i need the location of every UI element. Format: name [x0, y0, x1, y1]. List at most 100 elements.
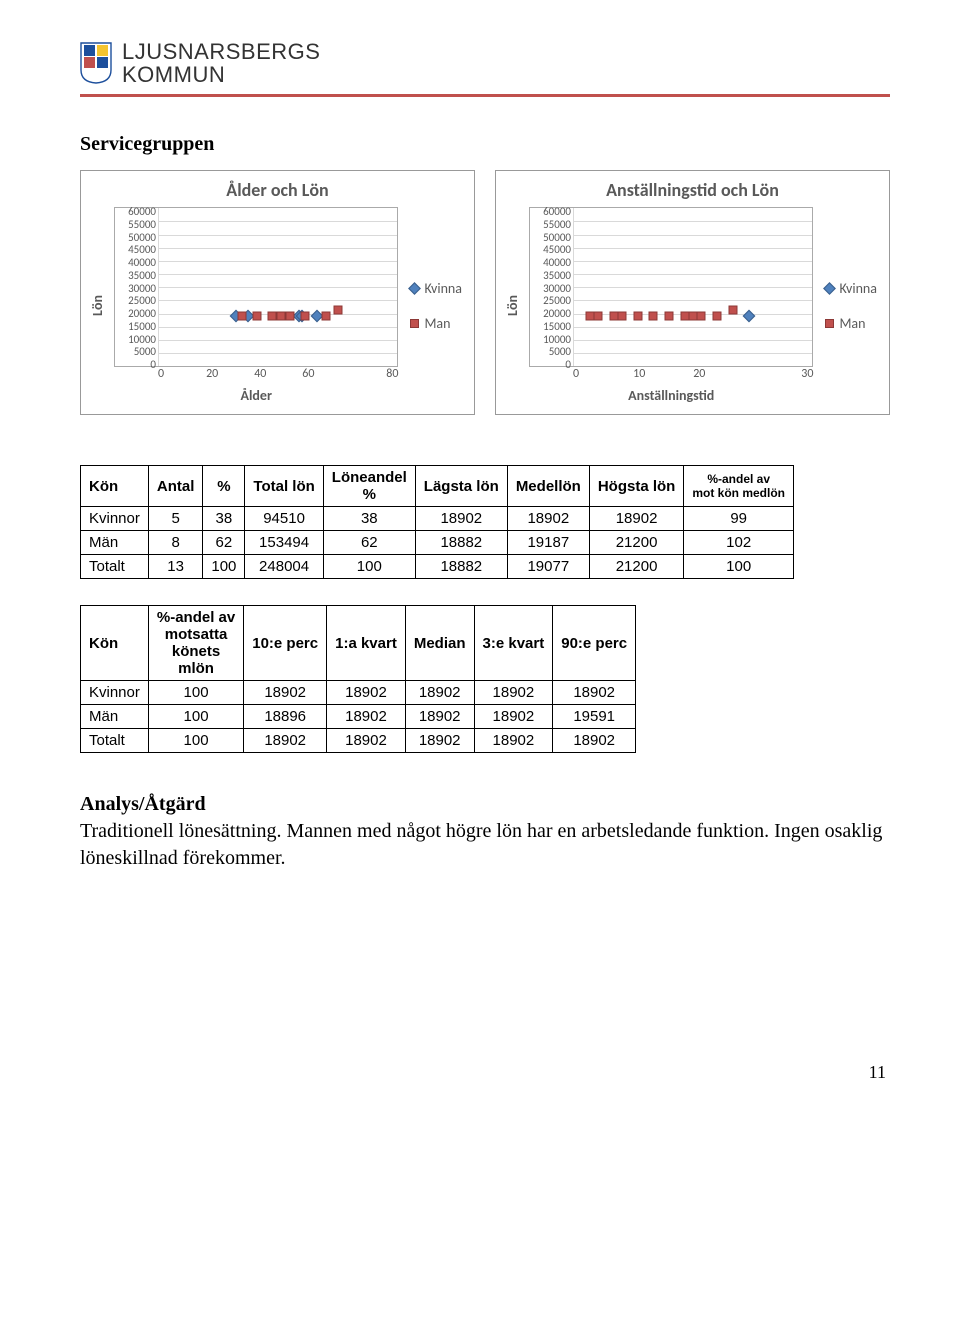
marker-man: [321, 312, 330, 321]
table-cell: 18902: [244, 729, 327, 753]
table-cell: 94510: [245, 507, 323, 531]
org-name: LJUSNARSBERGS KOMMUN: [122, 40, 320, 86]
chart-right-xticks: 0102030: [573, 367, 813, 381]
table-header-cell: 90:e perc: [553, 606, 636, 681]
legend-item-kvinna: Kvinna: [825, 280, 877, 297]
table-cell: 38: [203, 507, 245, 531]
table-header-cell: Total lön: [245, 466, 323, 507]
marker-man: [268, 312, 277, 321]
table-cell: 18902: [553, 681, 636, 705]
table-cell: 18902: [405, 681, 474, 705]
table-cell: 18882: [415, 531, 507, 555]
org-name-line2: KOMMUN: [122, 63, 320, 86]
table-row: Totalt1001890218902189021890218902: [81, 729, 636, 753]
table-row: Totalt13100248004100188821907721200100: [81, 555, 794, 579]
marker-kvinna: [742, 310, 755, 323]
table-cell: 18902: [405, 729, 474, 753]
marker-man: [277, 312, 286, 321]
table-header-cell: Lägsta lön: [415, 466, 507, 507]
table-cell: 18902: [553, 729, 636, 753]
charts-row: Ålder och Lön Lön 6000055000500004500040…: [80, 170, 890, 415]
chart-left-ylabel: Lön: [89, 295, 106, 316]
table-header-cell: 10:e perc: [244, 606, 327, 681]
chart-left-area: [159, 208, 397, 366]
table-cell: 100: [323, 555, 415, 579]
org-shield-icon: [80, 42, 112, 84]
table-row: Kvinnor538945103818902189021890299: [81, 507, 794, 531]
marker-man: [301, 312, 310, 321]
square-icon: [410, 319, 419, 328]
marker-man: [286, 312, 295, 321]
table-cell: 21200: [589, 531, 684, 555]
table-cell: Män: [81, 531, 149, 555]
table-cell: 18902: [589, 507, 684, 531]
table-cell: 100: [148, 681, 243, 705]
table-row: KönAntal%Total lönLöneandel%Lägsta lönMe…: [81, 466, 794, 507]
marker-man: [253, 312, 262, 321]
legend-item-kvinna: Kvinna: [410, 280, 462, 297]
marker-man: [665, 312, 674, 321]
table-cell: 18896: [244, 705, 327, 729]
page-number: 11: [80, 1062, 890, 1083]
chart-left-xlabel: Ålder: [114, 387, 398, 404]
chart-right-xlabel: Anställningstid: [529, 387, 813, 404]
table-cell: 102: [684, 531, 794, 555]
doc-header: LJUSNARSBERGS KOMMUN: [80, 40, 890, 86]
marker-man: [617, 312, 626, 321]
table-cell: 19187: [507, 531, 589, 555]
marker-man: [633, 312, 642, 321]
table-header-cell: Löneandel%: [323, 466, 415, 507]
analysis-body: Traditionell lönesättning. Mannen med nå…: [80, 818, 890, 872]
table-cell: 21200: [589, 555, 684, 579]
marker-man: [697, 312, 706, 321]
table-row: Kön%-andel avmotsattakönetsmlön10:e perc…: [81, 606, 636, 681]
header-rule: [80, 94, 890, 97]
table-cell: 18902: [405, 705, 474, 729]
table-cell: Totalt: [81, 555, 149, 579]
org-name-line1: LJUSNARSBERGS: [122, 40, 320, 63]
table-cell: 18902: [474, 729, 553, 753]
diamond-icon: [409, 282, 422, 295]
table-cell: Män: [81, 705, 149, 729]
table-row: Män86215349462188821918721200102: [81, 531, 794, 555]
legend-item-man: Man: [410, 315, 462, 332]
marker-man: [649, 312, 658, 321]
chart-right-plot: 6000055000500004500040000350003000025000…: [529, 207, 813, 367]
table-cell: 100: [203, 555, 245, 579]
table-cell: Kvinnor: [81, 681, 149, 705]
marker-man: [333, 306, 342, 315]
chart-left-legend: Kvinna Man: [406, 280, 466, 332]
chart-right: Anställningstid och Lön Lön 600005500050…: [495, 170, 890, 415]
table-row: Män1001889618902189021890219591: [81, 705, 636, 729]
table-row: Kvinnor1001890218902189021890218902: [81, 681, 636, 705]
table-header-cell: %: [203, 466, 245, 507]
table-header-cell: Kön: [81, 606, 149, 681]
chart-right-legend: Kvinna Man: [821, 280, 881, 332]
square-icon: [825, 319, 834, 328]
marker-man: [728, 306, 737, 315]
table-cell: 18902: [327, 729, 406, 753]
chart-left: Ålder och Lön Lön 6000055000500004500040…: [80, 170, 475, 415]
table-header-cell: %-andel avmotsattakönetsmlön: [148, 606, 243, 681]
table-header-cell: Antal: [148, 466, 203, 507]
table-cell: 100: [148, 705, 243, 729]
chart-right-area: [574, 208, 812, 366]
analysis-heading: Analys/Åtgärd: [80, 793, 890, 816]
table-cell: 153494: [245, 531, 323, 555]
table-cell: 18882: [415, 555, 507, 579]
table-cell: 100: [148, 729, 243, 753]
table-stats-2: Kön%-andel avmotsattakönetsmlön10:e perc…: [80, 605, 636, 753]
chart-left-xticks: 020406080: [158, 367, 398, 381]
table-stats-1: KönAntal%Total lönLöneandel%Lägsta lönMe…: [80, 465, 794, 579]
table-cell: 18902: [327, 705, 406, 729]
table-cell: 5: [148, 507, 203, 531]
table-header-cell: Median: [405, 606, 474, 681]
table-cell: 62: [203, 531, 245, 555]
marker-man: [593, 312, 602, 321]
table-header-cell: Högsta lön: [589, 466, 684, 507]
section-title: Servicegruppen: [80, 133, 890, 156]
table-cell: 38: [323, 507, 415, 531]
marker-man: [238, 312, 247, 321]
table-cell: 18902: [327, 681, 406, 705]
table-cell: 248004: [245, 555, 323, 579]
